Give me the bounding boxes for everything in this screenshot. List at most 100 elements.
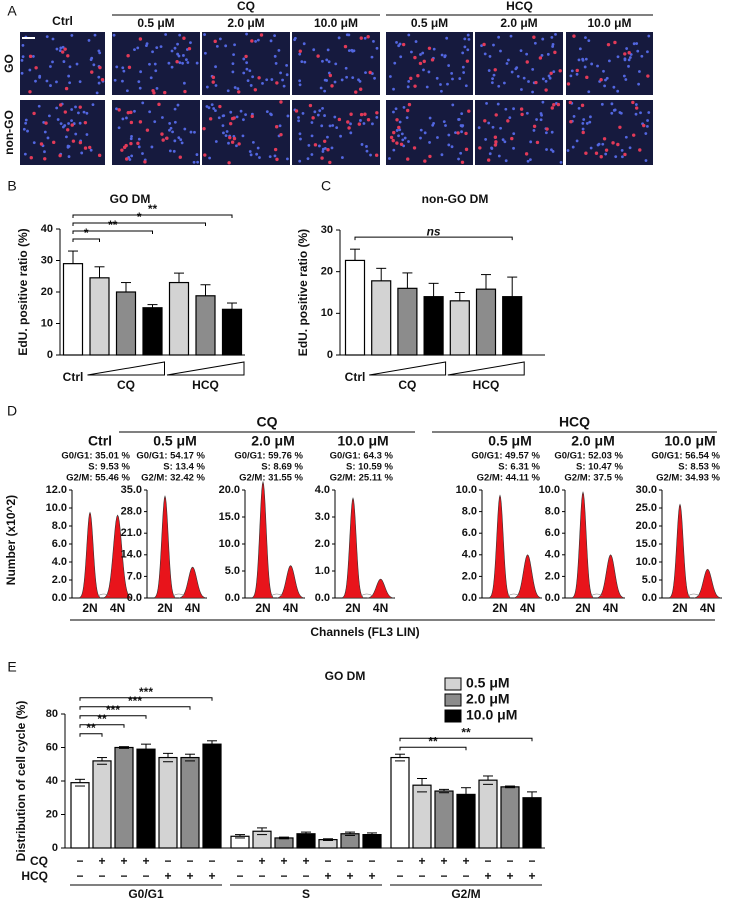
nucleus	[395, 129, 399, 132]
nucleus	[428, 141, 431, 144]
y-tick-label: 20	[321, 266, 333, 278]
nucleus	[492, 73, 496, 77]
nucleus	[585, 122, 589, 125]
edu-nucleus	[631, 133, 636, 137]
dose-triangle	[166, 361, 245, 376]
bar	[230, 835, 250, 849]
edu-nucleus	[294, 109, 299, 113]
nucleus	[183, 127, 187, 131]
nucleus	[214, 65, 217, 69]
nucleus	[419, 128, 423, 132]
nucleus	[487, 69, 491, 72]
nucleus	[463, 45, 467, 49]
edu-nucleus	[519, 107, 524, 111]
y-tick-label: 10.0	[219, 538, 240, 550]
edu-nucleus	[328, 160, 332, 165]
phase-stat: G2/M: 44.11 %	[477, 473, 541, 484]
nucleus	[45, 35, 49, 39]
edu-nucleus	[464, 147, 469, 152]
edu-nucleus	[552, 103, 556, 107]
nucleus	[360, 143, 364, 146]
edu-nucleus	[308, 103, 313, 108]
edu-nucleus	[250, 39, 254, 43]
nucleus	[195, 61, 199, 65]
edu-nucleus	[646, 74, 650, 78]
nucleus	[222, 114, 226, 118]
nucleus	[80, 151, 84, 155]
edu-nucleus	[218, 104, 222, 109]
edu-nucleus	[572, 34, 576, 38]
nucleus	[155, 86, 159, 90]
edu-nucleus	[389, 135, 394, 140]
bar	[92, 760, 112, 849]
nucleus	[581, 58, 585, 62]
nucleus	[422, 68, 425, 72]
nucleus	[112, 33, 116, 37]
nucleus	[246, 79, 250, 83]
edu-nucleus	[478, 146, 482, 150]
nucleus	[145, 42, 149, 46]
nucleus	[129, 137, 133, 141]
edu-nucleus	[298, 49, 302, 53]
edu-nucleus	[202, 126, 206, 131]
y-tick-label: 20	[46, 808, 58, 820]
y-tick-label: 7.0	[127, 570, 142, 582]
nucleus	[333, 115, 337, 119]
nucleus	[176, 42, 179, 46]
histogram-title: 0.5 μM	[488, 433, 532, 449]
peak	[366, 578, 395, 599]
edu-nucleus	[566, 82, 571, 86]
treatment-sign: −	[302, 869, 309, 883]
edu-nucleus	[422, 59, 426, 64]
nucleus	[235, 115, 239, 119]
edu-nucleus	[244, 54, 248, 59]
nucleus	[195, 153, 199, 156]
nucleus	[427, 70, 431, 74]
bar	[296, 833, 316, 849]
significance-bracket	[72, 222, 206, 227]
bar	[390, 756, 410, 849]
edu-nucleus	[279, 100, 283, 104]
nucleus	[233, 86, 237, 89]
nucleus	[87, 39, 91, 42]
nucleus	[168, 149, 172, 153]
peak	[669, 503, 691, 599]
edu-nucleus	[634, 106, 639, 110]
nucleus	[59, 46, 63, 50]
dose-header: 2.0 μM	[227, 16, 264, 30]
treatment-sign: +	[368, 869, 375, 883]
bar	[168, 281, 190, 356]
nucleus	[454, 131, 457, 135]
nucleus	[62, 60, 66, 63]
nucleus	[619, 111, 623, 115]
bar	[62, 263, 84, 356]
significance-label: **	[86, 721, 96, 735]
y-tick-label: 10	[41, 317, 53, 329]
nucleus	[161, 116, 164, 119]
x-tick-label: 2N	[575, 601, 590, 615]
phase-stat: S: 13.4 %	[163, 462, 205, 473]
treatment-sign: −	[506, 854, 513, 868]
phase-stat: G0/G1: 35.01 %	[61, 451, 130, 462]
edu-nucleus	[354, 90, 358, 94]
nucleus	[450, 71, 454, 75]
nucleus	[337, 36, 341, 40]
edu-nucleus	[143, 160, 147, 164]
peak	[693, 568, 722, 599]
treatment-sign: +	[462, 854, 469, 868]
x-tick-label: 2N	[345, 601, 360, 615]
nucleus	[172, 149, 176, 153]
significance-label: **	[108, 218, 118, 232]
nucleus	[365, 149, 369, 153]
nucleus	[170, 49, 174, 53]
nucleus	[375, 46, 379, 50]
nucleus	[397, 44, 401, 48]
nucleus	[256, 38, 260, 42]
treatment-sign: +	[324, 869, 331, 883]
nucleus	[178, 61, 182, 65]
nucleus	[270, 78, 274, 81]
nucleus	[20, 71, 24, 75]
significance-label: *	[137, 210, 142, 224]
nucleus	[141, 152, 144, 155]
nucleus	[136, 46, 140, 50]
